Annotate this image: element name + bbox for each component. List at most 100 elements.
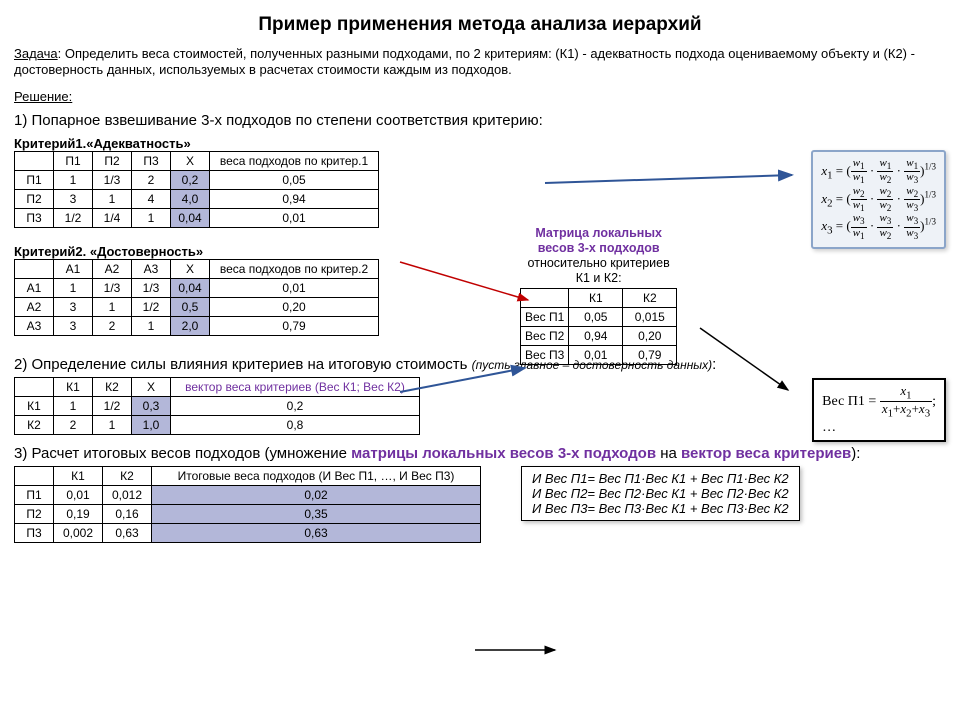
cell: 0,63 — [152, 523, 481, 542]
cell: Вес П1 — [521, 308, 569, 327]
matrix-block: Матрица локальных весов 3-х подходов отн… — [520, 226, 677, 365]
cell: 1/2 — [132, 298, 171, 317]
cell: 0,94 — [210, 190, 379, 209]
cell: 0,20 — [623, 327, 677, 346]
cell: 0,015 — [623, 308, 677, 327]
cell: X — [171, 260, 210, 279]
cell: П1 — [15, 485, 54, 504]
cell: 0,04 — [171, 209, 210, 228]
matrix-cap2: весов 3-х подходов — [538, 241, 660, 255]
cell: веса подходов по критер.2 — [210, 260, 379, 279]
cell: 3 — [54, 190, 93, 209]
cell: 0,20 — [210, 298, 379, 317]
cell: 0,8 — [171, 416, 420, 435]
cell: К1 — [569, 289, 623, 308]
matrix-cap1: Матрица локальных — [535, 226, 662, 240]
step3d: вектор веса критериев — [681, 445, 851, 462]
cell: 0,01 — [569, 346, 623, 365]
cell: Итоговые веса подходов (И Вес П1, …, И В… — [152, 466, 481, 485]
cell: А2 — [93, 260, 132, 279]
cell: 0,3 — [132, 397, 171, 416]
t2-caption: Критерий2. «Достоверность» — [14, 244, 946, 259]
task-label: Задача — [14, 46, 58, 61]
cell: П2 — [15, 190, 54, 209]
cell: 0,05 — [569, 308, 623, 327]
cell — [15, 260, 54, 279]
step3e: ): — [851, 445, 860, 462]
cell: П3 — [15, 209, 54, 228]
final-formula-1: И Вес П1= Вес П1·Вес К1 + Вес П1·Вес К2 — [532, 471, 789, 486]
step2-pre: 2) Определение силы влияния критериев на… — [14, 356, 467, 373]
cell: 0,63 — [103, 523, 152, 542]
formula-x3: x3 = (w3w1 · w3w2 · w3w3)1/3 — [821, 213, 936, 241]
cell: 0,2 — [171, 171, 210, 190]
cell: 0,19 — [54, 504, 103, 523]
cell: 3 — [54, 298, 93, 317]
cell: П1 — [15, 171, 54, 190]
cell: 1,0 — [132, 416, 171, 435]
cell: 0,94 — [569, 327, 623, 346]
cell: А1 — [54, 260, 93, 279]
step3b: матрицы локальных весов 3-х подходов — [351, 445, 656, 462]
cell: К2 — [623, 289, 677, 308]
step1-text: 1) Попарное взвешивание 3-х подходов по … — [14, 112, 946, 131]
cell: 1/3 — [93, 171, 132, 190]
cell: А1 — [15, 279, 54, 298]
cell: 1 — [54, 397, 93, 416]
cell: К2 — [93, 378, 132, 397]
cell: К2 — [103, 466, 152, 485]
cell: 0,04 — [171, 279, 210, 298]
cell: П2 — [15, 504, 54, 523]
formula-x2: x2 = (w2w1 · w2w2 · w2w3)1/3 — [821, 186, 936, 214]
table-k2: А1 А2 А3 X веса подходов по критер.2 А11… — [14, 259, 379, 336]
matrix-cap4: К1 и К2: — [576, 271, 622, 285]
cell: 0,012 — [103, 485, 152, 504]
cell: К1 — [15, 397, 54, 416]
cell: А3 — [15, 317, 54, 336]
final-formulas-box: И Вес П1= Вес П1·Вес К1 + Вес П1·Вес К2 … — [521, 466, 800, 521]
cell: вектор веса критериев (Вес К1; Вес К2) — [171, 378, 420, 397]
cell: К1 — [54, 466, 103, 485]
t1-caption: Критерий1.«Адекватность» — [14, 136, 946, 151]
cell: 0,79 — [210, 317, 379, 336]
cell: 1 — [132, 317, 171, 336]
t1-h2: П2 — [93, 152, 132, 171]
cell: П3 — [15, 523, 54, 542]
cell: 2 — [54, 416, 93, 435]
cell: А2 — [15, 298, 54, 317]
formula-vesp1-label: Вес П1 — [822, 394, 865, 409]
cell: 4,0 — [171, 190, 210, 209]
matrix-cap3: относительно критериев — [528, 256, 670, 270]
cell: 3 — [54, 317, 93, 336]
cell: К2 — [15, 416, 54, 435]
solution-label: Решение: — [14, 89, 72, 104]
cell: 1 — [93, 298, 132, 317]
cell: 1/2 — [54, 209, 93, 228]
t1-h0 — [15, 152, 54, 171]
cell: 1 — [93, 190, 132, 209]
cell: 0,01 — [210, 209, 379, 228]
t1-h3: П3 — [132, 152, 171, 171]
cell: 0,002 — [54, 523, 103, 542]
cell: 1/3 — [93, 279, 132, 298]
step3-text: 3) Расчет итоговых весов подходов (умнож… — [14, 445, 946, 464]
cell — [15, 378, 54, 397]
cell: X — [132, 378, 171, 397]
cell: 2 — [132, 171, 171, 190]
cell: 1 — [54, 279, 93, 298]
cell: 1/4 — [93, 209, 132, 228]
cell: Вес П2 — [521, 327, 569, 346]
final-formula-2: И Вес П2= Вес П2·Вес К1 + Вес П2·Вес К2 — [532, 486, 789, 501]
cell: 0,02 — [152, 485, 481, 504]
table-k1: П1 П2 П3 X веса подходов по критер.1 П11… — [14, 151, 379, 228]
cell: 0,16 — [103, 504, 152, 523]
t1-h5: веса подходов по критер.1 — [210, 152, 379, 171]
cell: 0,5 — [171, 298, 210, 317]
final-formula-3: И Вес П3= Вес П3·Вес К1 + Вес П3·Вес К2 — [532, 501, 789, 516]
cell: 0,05 — [210, 171, 379, 190]
cell: 2,0 — [171, 317, 210, 336]
step3a: 3) Расчет итоговых весов подходов (умнож… — [14, 445, 351, 462]
table-final: К1 К2 Итоговые веса подходов (И Вес П1, … — [14, 466, 481, 543]
cell: Вес П3 — [521, 346, 569, 365]
cell: А3 — [132, 260, 171, 279]
